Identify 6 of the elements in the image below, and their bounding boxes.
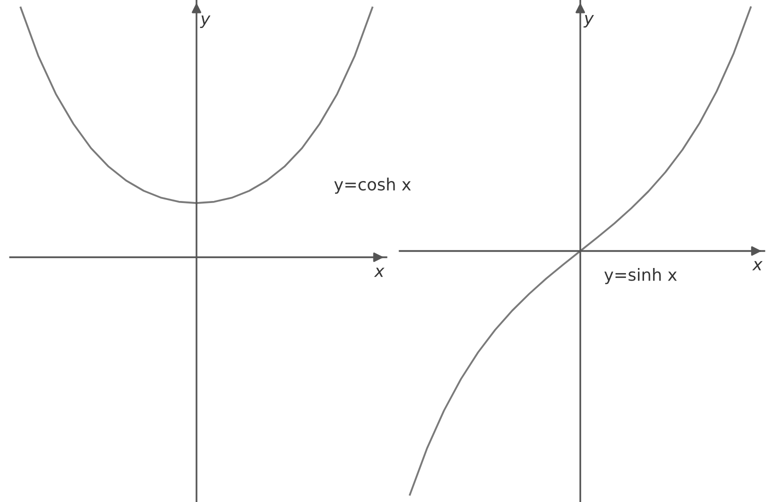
- y-axis-title: y: [583, 14, 594, 28]
- x-axis-title: x: [374, 268, 384, 277]
- y-axis-title: y: [200, 15, 210, 28]
- annotation: y=sinh x: [604, 268, 677, 284]
- annotation: y=cosh x: [334, 178, 411, 194]
- x-axis-title: x: [752, 261, 763, 270]
